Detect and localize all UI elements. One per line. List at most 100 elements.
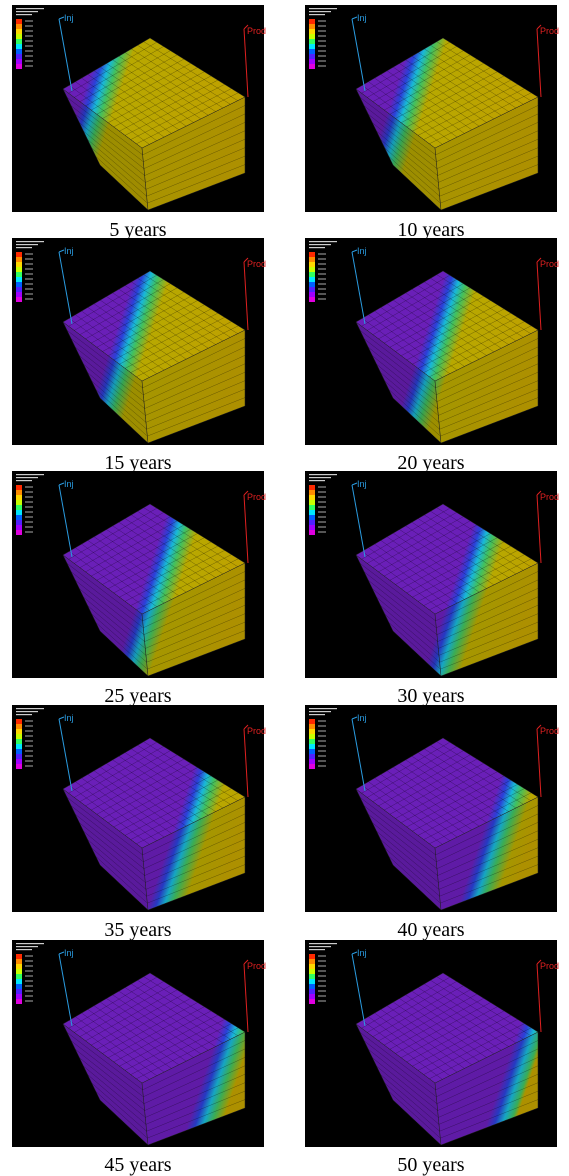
legend-swatch [16,257,22,262]
legend-tick [318,21,326,22]
legend-tick [318,746,326,747]
legend-swatch [16,292,22,297]
legend-header [309,946,331,947]
legend-tick [25,299,33,300]
panel-caption: 15 years [104,452,171,474]
injector-label: Inj [64,479,74,489]
legend-tick [318,756,326,757]
panel-caption: 5 years [109,219,166,241]
legend-tick [318,56,326,57]
legend-tick [318,264,326,265]
legend-swatch [16,252,22,257]
legend-swatch [309,724,315,729]
legend-header [309,247,325,248]
legend-header [16,11,38,12]
panel-caption: 10 years [397,219,464,241]
legend-tick [25,41,33,42]
legend-swatch [16,262,22,267]
legend-tick [25,756,33,757]
legend-swatch [309,744,315,749]
legend-tick [25,26,33,27]
legend-header [309,708,337,709]
legend-swatch [16,44,22,49]
legend-swatch [309,520,315,525]
legend-header [16,708,44,709]
legend-swatch [16,969,22,974]
legend-swatch [309,29,315,34]
legend-tick [318,522,326,523]
legend-swatch [309,530,315,535]
injector-label: Inj [64,948,74,958]
legend-tick [25,971,33,972]
injector-label: Inj [357,246,367,256]
legend-tick [25,532,33,533]
legend-swatch [309,505,315,510]
legend-swatch [16,505,22,510]
legend-swatch [309,959,315,964]
legend-tick [25,21,33,22]
producer-label: Prod [247,961,266,971]
legend-swatch [16,39,22,44]
legend-tick [318,956,326,957]
legend-tick [25,956,33,957]
legend-swatch [309,44,315,49]
legend-tick [25,279,33,280]
legend-swatch [16,999,22,1004]
legend-swatch [16,297,22,302]
legend-header [16,943,44,944]
legend-tick [318,299,326,300]
legend-swatch [309,999,315,1004]
legend-tick [318,981,326,982]
injector-label: Inj [64,713,74,723]
legend-header [309,14,325,15]
legend-swatch [309,272,315,277]
legend-swatch [16,989,22,994]
producer-label: Prod [540,259,559,269]
producer-label: Prod [540,492,559,502]
legend-tick [318,41,326,42]
legend-swatch [309,19,315,24]
legend-tick [25,726,33,727]
legend-tick [25,497,33,498]
legend-tick [25,976,33,977]
legend-swatch [309,49,315,54]
legend-tick [318,991,326,992]
legend-swatch [16,739,22,744]
legend-swatch [16,525,22,530]
legend-tick [25,507,33,508]
legend-swatch [309,490,315,495]
legend-tick [318,61,326,62]
legend-tick [318,517,326,518]
legend-header [309,714,325,715]
legend-swatch [309,495,315,500]
injector-label: Inj [357,13,367,23]
legend-header [309,8,337,9]
legend-swatch [16,515,22,520]
legend-swatch [309,54,315,59]
legend-swatch [309,994,315,999]
legend-tick [25,487,33,488]
legend-swatch [309,59,315,64]
legend-tick [318,507,326,508]
legend-swatch [309,754,315,759]
panel-caption: 25 years [104,685,171,707]
legend-swatch [309,515,315,520]
legend-tick [25,51,33,52]
panel: InjProd35 years [12,705,266,941]
legend-tick [318,721,326,722]
legend-tick [25,996,33,997]
legend-swatch [309,485,315,490]
legend-swatch [309,964,315,969]
panel: InjProd15 years [12,238,266,474]
legend-tick [318,996,326,997]
panel: InjProd5 years [12,5,266,241]
legend-tick [25,966,33,967]
legend-tick [318,36,326,37]
legend-tick [318,284,326,285]
legend-swatch [16,29,22,34]
legend-header [309,477,331,478]
legend-tick [25,294,33,295]
legend-swatch [309,749,315,754]
legend-tick [25,46,33,47]
